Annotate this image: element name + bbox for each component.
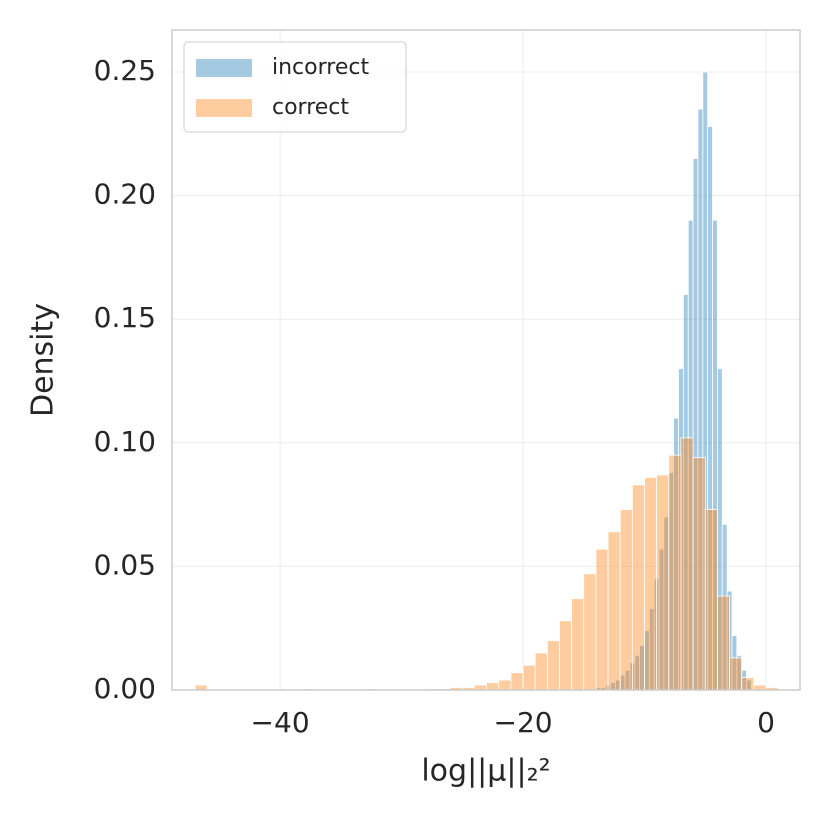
bar <box>510 672 524 691</box>
bar <box>717 595 730 691</box>
bar <box>498 679 512 691</box>
bar <box>534 652 548 691</box>
bar <box>486 682 500 691</box>
bar <box>619 509 633 691</box>
bar <box>631 484 645 691</box>
y-tick-label: 0.10 <box>94 425 156 458</box>
legend-swatch <box>196 59 252 77</box>
bar <box>571 598 585 691</box>
y-axis-label: Density <box>26 303 61 417</box>
bar <box>741 677 755 691</box>
legend-label: incorrect <box>272 55 369 80</box>
x-tick-label: −20 <box>494 706 553 739</box>
legend-box <box>183 41 407 133</box>
bar <box>607 531 621 691</box>
y-tick-label: 0.05 <box>94 548 156 581</box>
bar <box>729 657 743 691</box>
plot-frame <box>171 29 801 691</box>
bar <box>583 573 597 691</box>
bar <box>680 437 694 691</box>
bar <box>559 620 573 691</box>
x-axis-label: log||μ||₂² <box>421 754 550 789</box>
x-tick-label: 0 <box>757 706 775 739</box>
bar <box>704 509 718 691</box>
legend-label: correct <box>272 95 349 120</box>
bar <box>668 454 682 691</box>
legend-swatch <box>196 99 252 117</box>
y-tick-label: 0.20 <box>94 178 156 211</box>
bar <box>692 457 706 691</box>
bar <box>656 474 670 691</box>
y-tick-label: 0.25 <box>94 54 156 87</box>
bar <box>546 640 560 691</box>
bar <box>522 664 536 691</box>
y-tick-label: 0.00 <box>94 672 156 705</box>
bar <box>644 477 658 691</box>
x-tick-label: −40 <box>251 706 310 739</box>
y-tick-label: 0.15 <box>94 301 156 334</box>
bar <box>595 548 609 691</box>
